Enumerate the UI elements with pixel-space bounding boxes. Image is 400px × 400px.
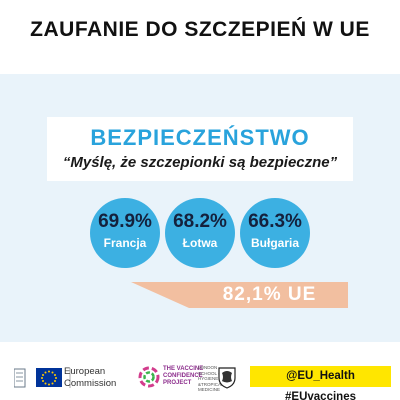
vcp-line-2: CONFIDENCE	[163, 373, 203, 379]
country-name: Bułgaria	[250, 236, 299, 250]
ec-line-1: European	[64, 366, 106, 377]
vcp-line-3: PROJECT	[163, 380, 192, 386]
country-name: Francja	[103, 236, 147, 250]
eu-bar-shape	[131, 282, 348, 308]
ec-text: European Commission	[64, 366, 116, 390]
country-circle-bulgaria: 66.3% Bułgaria	[240, 198, 310, 268]
vaccine-confidence-project-text: THE VACCINE CONFIDENCE PROJECT	[163, 366, 203, 387]
hashtags-badge: @EU_Health #EUvaccines	[250, 366, 391, 400]
card-heading: BEZPIECZEŃSTWO	[90, 125, 310, 150]
ec-line-2: Commission	[64, 378, 117, 389]
card-quote: “Myślę, że szczepionki są bezpieczne”	[62, 154, 338, 171]
country-value: 69.9%	[98, 211, 152, 232]
lshtm-crest-icon	[218, 367, 236, 389]
footer: European Commission THE VACCINE CONFIDEN…	[0, 355, 400, 400]
country-value: 68.2%	[173, 211, 227, 232]
lshtm-text: LONDON SCHOOL of HYGIENE &TROPICAL MEDICINE	[198, 365, 224, 392]
vaccine-confidence-project-icon	[138, 366, 160, 388]
country-name: Łotwa	[182, 236, 218, 250]
safety-card: BEZPIECZEŃSTWO “Myślę, że szczepionki są…	[47, 117, 353, 181]
country-value: 66.3%	[248, 211, 302, 232]
vcp-line-1: THE VACCINE	[163, 366, 204, 372]
page-title: ZAUFANIE DO SZCZEPIEŃ W UE	[30, 18, 370, 41]
european-commission-logo	[14, 368, 71, 388]
country-circle-latvia: 68.2% Łotwa	[165, 198, 235, 268]
eu-average-bar: 82,1% UE	[131, 282, 348, 308]
country-circle-france: 69.9% Francja	[90, 198, 160, 268]
eu-average-text: 82,1% UE	[222, 284, 317, 305]
